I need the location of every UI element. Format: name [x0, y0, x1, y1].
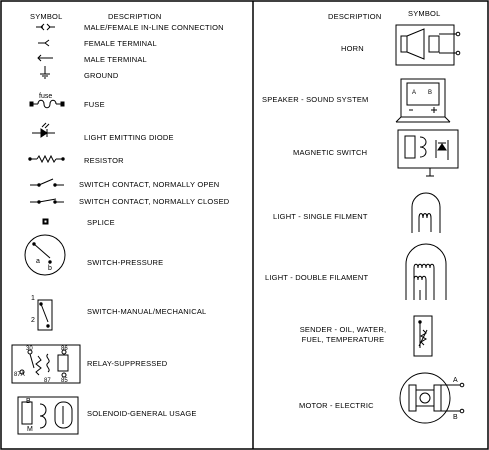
speaker-a-label: A: [412, 90, 416, 96]
left-label-fuse: FUSE: [84, 100, 105, 109]
relay-87a-label: 87A: [14, 372, 25, 378]
male-female-connector-icon: [36, 23, 55, 31]
switch-normally-closed-icon: [30, 198, 64, 204]
sender-icon: [413, 315, 433, 357]
fuse-icon: fuse: [29, 93, 65, 109]
right-label-horn: HORN: [341, 44, 364, 53]
right-label-single-filament: LIGHT - SINGLE FILMENT: [273, 212, 368, 221]
left-label-manual-switch: SWITCH-MANUAL/MECHANICAL: [87, 307, 207, 316]
female-terminal-icon: [38, 39, 50, 47]
magnetic-switch-icon: [397, 129, 459, 177]
left-label-relay: RELAY-SUPPRESSED: [87, 359, 168, 368]
right-label-motor: MOTOR - ELECTRIC: [299, 401, 374, 410]
left-label-switch-nc: SWITCH CONTACT, NORMALLY CLOSED: [79, 197, 230, 206]
right-symbol-header: SYMBOL: [408, 9, 441, 18]
manual-switch-icon: 1 2: [31, 295, 53, 331]
left-label-switch-no: SWITCH CONTACT, NORMALLY OPEN: [79, 180, 220, 189]
relay-87-label: 87: [44, 378, 51, 384]
solenoid-b-label: B: [26, 398, 31, 405]
right-label-speaker: SPEAKER - SOUND SYSTEM: [262, 95, 369, 104]
double-filament-light-icon: [405, 243, 447, 300]
left-label-pressure-switch: SWITCH-PRESSURE: [87, 258, 164, 267]
left-label-ground: GROUND: [84, 71, 119, 80]
motor-icon: A B: [399, 372, 465, 424]
switch-normally-open-icon: [30, 178, 64, 187]
manual-1-label: 1: [31, 295, 35, 302]
solenoid-m-label: M: [27, 426, 33, 433]
manual-2-label: 2: [31, 317, 35, 324]
solenoid-icon: B M: [17, 396, 79, 435]
right-label-sender-line1: SENDER - OIL, WATER,: [299, 325, 387, 334]
speaker-b-label: B: [428, 90, 432, 96]
splice-icon: [42, 218, 49, 225]
pressure-b-label: b: [48, 265, 52, 272]
left-label-female-terminal: FEMALE TERMINAL: [84, 39, 157, 48]
motor-b-label: B: [453, 414, 458, 421]
led-icon: [32, 122, 55, 138]
ground-icon: [40, 66, 50, 79]
right-label-double-filament: LIGHT - DOUBLE FILAMENT: [265, 273, 369, 282]
left-label-connector: MALE/FEMALE IN-LINE CONNECTION: [84, 23, 224, 32]
male-terminal-icon: [37, 54, 53, 62]
speaker-icon: A B: [395, 78, 451, 123]
relay-30-label: 30: [26, 346, 33, 352]
right-label-magnetic-switch: MAGNETIC SWITCH: [293, 148, 368, 157]
left-label-solenoid: SOLENOID-GENERAL USAGE: [87, 409, 197, 418]
left-label-splice: SPLICE: [87, 218, 115, 227]
right-description-header: DESCRIPTION: [328, 12, 382, 21]
relay-86-label: 86: [61, 346, 68, 352]
left-label-male-terminal: MALE TERMINAL: [84, 55, 147, 64]
left-label-resistor: RESISTOR: [84, 156, 124, 165]
motor-a-label: A: [453, 377, 458, 384]
left-description-header: DESCRIPTION: [108, 12, 162, 21]
pressure-a-label: a: [36, 258, 40, 265]
pressure-switch-icon: a b: [24, 234, 66, 276]
horn-icon: [395, 24, 461, 66]
fuse-symbol-text: fuse: [39, 93, 52, 100]
single-filament-light-icon: [411, 192, 441, 233]
left-symbol-header: SYMBOL: [30, 12, 63, 21]
resistor-icon: [28, 154, 65, 164]
right-label-sender-line2: FUEL, TEMPERATURE: [301, 335, 385, 344]
relay-icon: 30 86 87A 85 87: [11, 344, 81, 384]
left-label-led: LIGHT EMITTING DIODE: [84, 133, 174, 142]
relay-85-label: 85: [61, 378, 68, 384]
